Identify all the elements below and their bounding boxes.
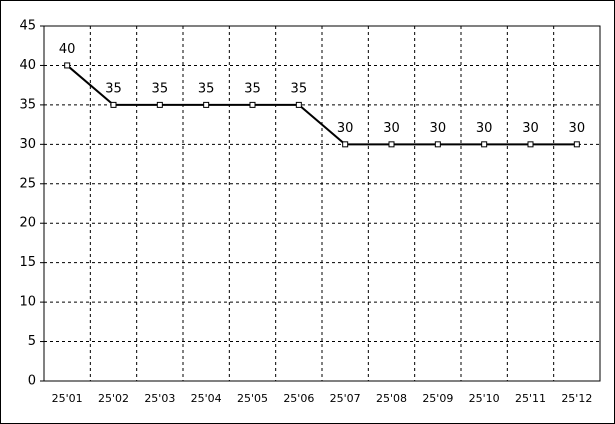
data-label: 30: [383, 121, 400, 136]
data-label: 30: [569, 121, 586, 136]
x-tick-label: 25'02: [98, 392, 129, 405]
data-label: 30: [522, 121, 539, 136]
x-tick-label: 25'01: [52, 392, 83, 405]
marker: [110, 101, 117, 108]
y-tick-label: 20: [19, 216, 36, 231]
data-label: 35: [198, 81, 215, 96]
marker: [156, 101, 163, 108]
x-tick-label: 25'03: [144, 392, 175, 405]
marker: [527, 141, 534, 148]
y-tick-label: 45: [19, 19, 36, 34]
marker: [342, 141, 349, 148]
data-label: 40: [59, 42, 76, 57]
x-tick-label: 25'12: [561, 392, 592, 405]
data-label: 35: [105, 81, 122, 96]
marker: [388, 141, 395, 148]
marker: [64, 62, 71, 69]
y-tick-label: 15: [19, 255, 36, 270]
x-tick-label: 25'09: [422, 392, 453, 405]
y-tick-label: 25: [19, 176, 36, 191]
y-tick-label: 30: [19, 137, 36, 152]
marker: [434, 141, 441, 148]
plot-border: [43, 25, 601, 382]
y-tick-label: 0: [28, 374, 36, 389]
line: [66, 64, 577, 146]
marker: [203, 101, 210, 108]
data-label: 35: [244, 81, 261, 96]
y-tick-label: 40: [19, 58, 36, 73]
x-tick-label: 25'10: [469, 392, 500, 405]
data-label: 35: [152, 81, 169, 96]
marker: [481, 141, 488, 148]
x-tick-label: 25'05: [237, 392, 268, 405]
data-label: 30: [476, 121, 493, 136]
data-label: 30: [430, 121, 447, 136]
y-tick-label: 35: [19, 97, 36, 112]
x-tick-label: 25'08: [376, 392, 407, 405]
data-label: 35: [291, 81, 308, 96]
x-tick-label: 25'06: [283, 392, 314, 405]
marker: [295, 101, 302, 108]
marker: [573, 141, 580, 148]
x-tick-label: 25'04: [191, 392, 222, 405]
x-tick-label: 25'11: [515, 392, 546, 405]
y-tick-label: 5: [28, 334, 36, 349]
x-tick-label: 25'07: [330, 392, 361, 405]
data-label: 30: [337, 121, 354, 136]
y-tick-label: 10: [19, 295, 36, 310]
marker: [249, 101, 256, 108]
